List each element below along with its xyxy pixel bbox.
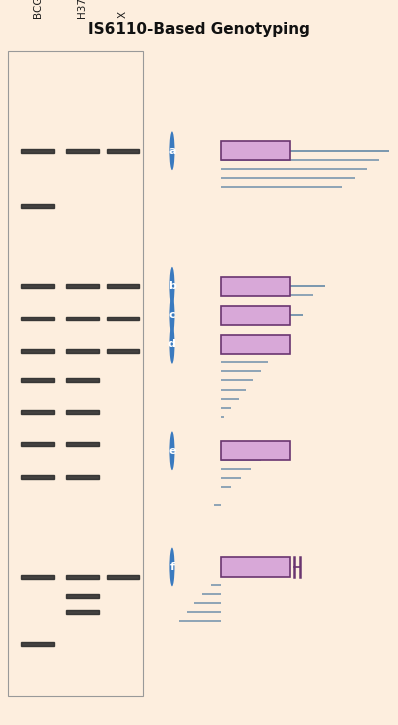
Ellipse shape <box>170 131 174 170</box>
Bar <box>66 317 99 320</box>
Bar <box>66 349 99 353</box>
Text: a: a <box>168 146 176 156</box>
Bar <box>107 317 139 320</box>
Bar <box>21 378 54 382</box>
Bar <box>21 149 54 153</box>
Bar <box>221 441 291 460</box>
Bar <box>21 284 54 289</box>
Bar <box>107 575 139 579</box>
Text: c: c <box>169 310 175 320</box>
Bar <box>107 149 139 153</box>
Bar <box>21 475 54 478</box>
Bar <box>21 442 54 447</box>
Ellipse shape <box>170 296 174 335</box>
Ellipse shape <box>170 547 174 587</box>
Bar <box>221 335 291 354</box>
Text: e: e <box>168 446 176 456</box>
Bar <box>66 378 99 382</box>
Bar <box>107 349 139 353</box>
Bar <box>221 141 291 160</box>
Ellipse shape <box>170 325 174 364</box>
Text: H37Rv: H37Rv <box>77 0 88 18</box>
Bar <box>66 594 99 598</box>
Text: d: d <box>168 339 176 349</box>
Bar <box>107 284 139 289</box>
Bar <box>21 204 54 207</box>
Bar <box>66 475 99 478</box>
Bar <box>21 642 54 646</box>
Bar <box>21 317 54 320</box>
Bar <box>66 149 99 153</box>
Text: f: f <box>170 562 174 572</box>
Bar <box>66 442 99 447</box>
Bar <box>21 349 54 353</box>
Bar <box>221 306 291 325</box>
Bar <box>66 575 99 579</box>
Bar <box>66 410 99 414</box>
Text: IS6110-Based Genotyping: IS6110-Based Genotyping <box>88 22 310 37</box>
Bar <box>21 410 54 414</box>
Text: BCG: BCG <box>33 0 43 18</box>
Text: b: b <box>168 281 176 291</box>
Bar <box>66 284 99 289</box>
Bar <box>21 575 54 579</box>
Text: X: X <box>118 11 128 18</box>
Ellipse shape <box>170 431 174 471</box>
Bar <box>221 558 291 576</box>
Bar <box>66 610 99 614</box>
Ellipse shape <box>170 267 174 306</box>
Bar <box>221 277 291 296</box>
